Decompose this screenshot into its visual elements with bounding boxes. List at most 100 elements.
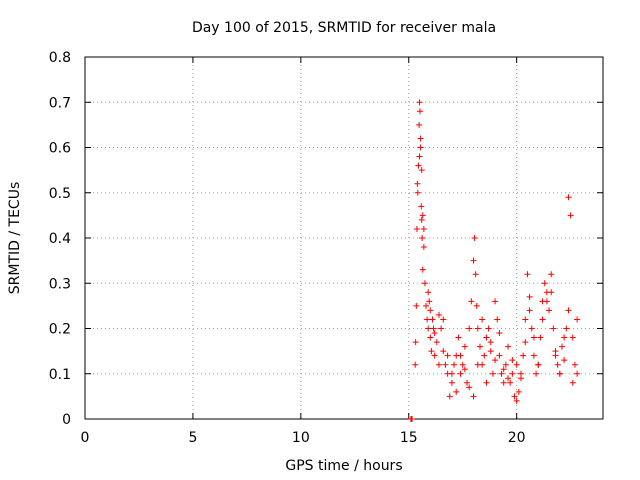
x-tick-label: 5 [188, 430, 197, 446]
x-tick-label: 15 [400, 430, 418, 446]
data-point [435, 311, 442, 318]
data-point [509, 370, 516, 377]
data-point [418, 216, 425, 223]
data-point [453, 388, 460, 395]
data-point [473, 302, 480, 309]
data-point [427, 307, 434, 314]
data-point [522, 316, 529, 323]
data-point [414, 180, 421, 187]
data-point [483, 334, 490, 341]
data-point [509, 357, 516, 364]
data-point [430, 325, 437, 332]
data-point [522, 339, 529, 346]
data-point [569, 379, 576, 386]
data-point [571, 361, 578, 368]
data-point [470, 393, 477, 400]
data-point [558, 343, 565, 350]
data-point [479, 316, 486, 323]
data-point [500, 366, 507, 373]
data-point [474, 361, 481, 368]
data-point [550, 325, 557, 332]
data-point [552, 348, 559, 355]
data-point [435, 361, 442, 368]
data-point [526, 307, 533, 314]
data-point [494, 316, 501, 323]
data-point [448, 379, 455, 386]
data-point [427, 334, 434, 341]
data-point [416, 121, 423, 128]
data-point [476, 343, 483, 350]
x-tick-label: 10 [292, 430, 310, 446]
data-point [520, 352, 527, 359]
data-point [539, 316, 546, 323]
data-point [500, 379, 507, 386]
data-point [507, 379, 514, 386]
data-point [487, 339, 494, 346]
data-point [440, 316, 447, 323]
data-point [444, 352, 451, 359]
y-tick-label: 0 [62, 412, 71, 428]
data-point [418, 167, 425, 174]
data-point [485, 325, 492, 332]
data-point [466, 325, 473, 332]
data-point [459, 361, 466, 368]
data-point [554, 361, 561, 368]
data-point [457, 352, 464, 359]
data-point [415, 162, 422, 169]
data-point [420, 244, 427, 251]
y-tick-label: 0.7 [49, 95, 71, 111]
data-point [419, 212, 426, 219]
data-point [464, 379, 471, 386]
data-point [556, 370, 563, 377]
data-point [471, 235, 478, 241]
data-point [431, 352, 438, 359]
data-point [498, 370, 505, 377]
data-point [412, 361, 419, 368]
chart-title: Day 100 of 2015, SRMTID for receiver mal… [192, 20, 496, 36]
data-point [492, 298, 499, 305]
data-point [417, 135, 424, 142]
x-axis-label: GPS time / hours [285, 458, 402, 474]
y-tick-label: 0.3 [49, 276, 71, 292]
y-tick-label: 0.6 [49, 141, 71, 157]
data-point [426, 298, 433, 305]
y-tick-label: 0.1 [49, 367, 71, 383]
data-point [561, 334, 568, 341]
data-point [541, 280, 548, 287]
data-point [496, 352, 503, 359]
data-point [440, 348, 447, 355]
data-point [461, 343, 468, 350]
data-point [474, 325, 481, 332]
data-point [455, 334, 462, 341]
data-point [481, 352, 488, 359]
data-point [446, 393, 453, 400]
data-point [424, 316, 431, 323]
data-point [419, 266, 426, 273]
data-point [418, 203, 425, 210]
data-point [517, 375, 524, 382]
data-point [423, 302, 430, 309]
data-point [466, 384, 473, 391]
data-points [407, 99, 581, 422]
data-point [438, 325, 445, 332]
data-point [429, 316, 436, 323]
data-point [451, 361, 458, 368]
data-point [420, 225, 427, 232]
data-point [505, 343, 512, 350]
data-point [442, 361, 449, 368]
y-tick-label: 0.2 [49, 322, 71, 338]
data-point [567, 212, 574, 219]
data-point [487, 348, 494, 355]
data-point [431, 330, 438, 337]
x-tick-label: 0 [81, 430, 90, 446]
data-point [419, 235, 426, 241]
data-point [408, 416, 415, 422]
data-point [528, 325, 535, 332]
data-point [515, 388, 522, 395]
data-point [548, 271, 555, 278]
data-point [574, 370, 581, 377]
data-point [421, 280, 428, 287]
data-point [505, 375, 512, 382]
data-point [412, 339, 419, 346]
